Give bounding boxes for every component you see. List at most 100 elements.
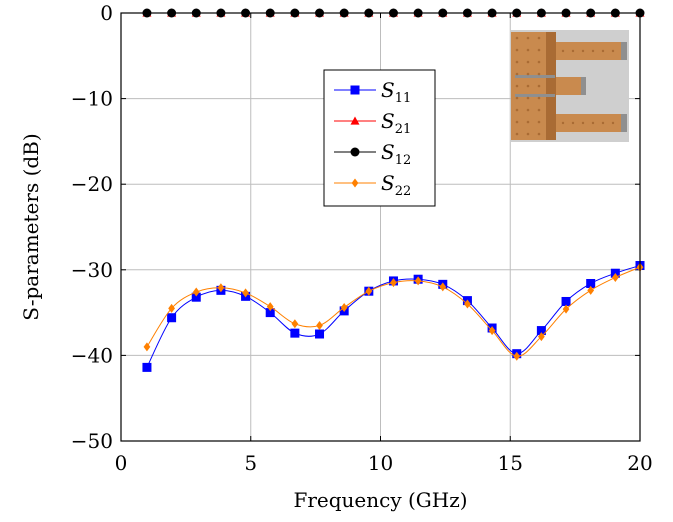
data-point-s22 <box>538 332 545 342</box>
data-point-s11 <box>561 296 571 306</box>
data-point-s22 <box>562 304 570 314</box>
inset-via <box>537 132 541 136</box>
inset-via <box>526 36 530 40</box>
legend-label-main: S <box>381 78 395 102</box>
legend-label-sub: 21 <box>395 122 412 137</box>
inset-slot <box>515 94 555 97</box>
legend-item-s22: S22 <box>334 171 411 199</box>
data-point-s22 <box>414 276 422 286</box>
data-point-s11 <box>586 278 596 288</box>
y-tick-label: 0 <box>100 1 113 25</box>
inset-via <box>526 60 530 64</box>
legend-label-main: S <box>381 140 395 164</box>
legend-item-s21: S21 <box>334 109 411 137</box>
data-point-s11 <box>142 362 152 372</box>
y-tick-label: −10 <box>71 87 113 111</box>
plot-frame <box>120 12 641 442</box>
legend-item-s12: S12 <box>334 140 411 168</box>
legend-marker <box>350 147 360 157</box>
legend-label-sub: 22 <box>395 184 412 199</box>
legend-item-s11: S11 <box>334 78 411 106</box>
inset-via <box>526 132 530 136</box>
data-point-s11 <box>290 328 300 338</box>
y-tick-label: −50 <box>71 429 113 453</box>
inset-via <box>526 96 530 100</box>
inset-via <box>515 108 519 112</box>
data-point-s22 <box>439 282 447 292</box>
inset-via <box>581 49 585 53</box>
inset-via <box>601 121 605 125</box>
inset-via <box>526 84 530 88</box>
x-tick-label: 20 <box>627 451 652 475</box>
legend-marker <box>350 85 360 95</box>
x-tick-label: 15 <box>498 451 523 475</box>
data-point-s11 <box>315 329 325 339</box>
inset-via <box>537 84 541 88</box>
y-axis-label: S-parameters (dB) <box>19 133 43 320</box>
inset-via <box>571 121 575 125</box>
y-tick-label: −20 <box>71 172 113 196</box>
inset-prong-top-end <box>621 42 627 60</box>
inset-via <box>611 121 615 125</box>
legend-label-s12: S12 <box>381 140 411 168</box>
data-point-s22 <box>168 303 175 313</box>
inset-via <box>537 60 541 64</box>
inset-via <box>526 72 530 76</box>
legend-label-sub: 11 <box>395 91 412 106</box>
series-s22 <box>143 262 644 361</box>
inset-via <box>515 84 519 88</box>
inset-plate-edge <box>546 32 556 140</box>
data-point-s22 <box>611 273 619 283</box>
device-photo-inset <box>511 30 629 142</box>
inset-via <box>537 72 541 76</box>
data-point-s22 <box>365 286 373 296</box>
inset-prong-middle-end <box>581 77 586 95</box>
inset-via <box>537 120 541 124</box>
inset-via <box>537 96 541 100</box>
data-point-s22 <box>513 351 521 361</box>
data-point-s11 <box>191 292 201 302</box>
x-axis-label: Frequency (GHz) <box>293 488 467 512</box>
y-tick-label: −40 <box>71 343 113 367</box>
inset-slot <box>515 75 555 78</box>
inset-via <box>611 49 615 53</box>
inset-prong-top <box>556 42 624 60</box>
data-point-s22 <box>464 299 471 309</box>
inset-via <box>561 121 565 125</box>
tick-labels: 0 5 10 15 20 0 −10 −20 −30 −40 −50 <box>71 1 653 475</box>
data-point-s22 <box>587 285 595 295</box>
legend-label-sub: 12 <box>395 153 412 168</box>
data-point-s22 <box>291 319 299 329</box>
legend-label-s22: S22 <box>381 171 411 199</box>
data-point-s22 <box>340 302 348 312</box>
inset-via <box>515 48 519 52</box>
legend-label-main: S <box>381 171 395 195</box>
inset-via <box>591 121 595 125</box>
inset-via <box>526 48 530 52</box>
inset-via <box>537 48 541 52</box>
x-tick-label: 10 <box>368 451 393 475</box>
inset-via <box>581 121 585 125</box>
inset-via <box>515 60 519 64</box>
inset-via <box>601 49 605 53</box>
inset-via <box>515 132 519 136</box>
inset-via <box>571 49 575 53</box>
data-point-s22 <box>143 342 151 352</box>
data-point-s22 <box>266 302 274 312</box>
legend-marker <box>351 178 359 188</box>
data-point-s22 <box>242 288 249 298</box>
inset-via <box>537 108 541 112</box>
data-point-s11 <box>265 308 275 318</box>
inset-via <box>591 49 595 53</box>
legend-label-s11: S11 <box>381 78 411 106</box>
x-tick-label: 0 <box>115 451 128 475</box>
x-tick-label: 5 <box>244 451 257 475</box>
inset-via <box>537 36 541 40</box>
inset-via <box>526 120 530 124</box>
inset-prong-bottom-end <box>621 114 627 132</box>
data-point-s22 <box>488 326 496 336</box>
data-point-s11 <box>536 326 546 336</box>
inset-via <box>515 96 519 100</box>
